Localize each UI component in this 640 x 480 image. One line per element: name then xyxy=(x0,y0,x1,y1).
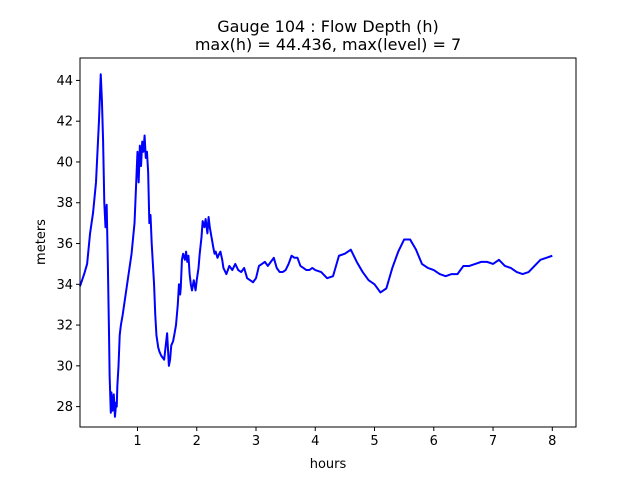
x-axis: 1 2 3 4 5 6 7 8 xyxy=(133,427,556,449)
plot-area xyxy=(79,57,577,428)
y-axis-label: meters xyxy=(34,219,49,265)
y-tick-label: 40 xyxy=(56,155,73,170)
y-tick-label: 34 xyxy=(56,278,73,293)
axes-frame xyxy=(79,57,577,428)
x-tick-label: 3 xyxy=(252,434,260,449)
x-tick-label: 2 xyxy=(193,434,201,449)
y-tick-label: 44 xyxy=(56,74,73,89)
y-tick-label: 42 xyxy=(56,115,73,130)
y-tick-label: 38 xyxy=(56,196,73,211)
y-tick-label: 28 xyxy=(56,400,73,415)
x-tick-label: 8 xyxy=(548,434,556,449)
series-line xyxy=(79,73,553,418)
chart-subtitle: max(h) = 44.436, max(level) = 7 xyxy=(195,35,461,54)
x-axis-label: hours xyxy=(310,457,347,472)
y-axis: 28 30 32 34 36 38 40 42 44 xyxy=(56,74,80,415)
x-tick-label: 6 xyxy=(430,434,438,449)
x-tick-label: 1 xyxy=(133,434,141,449)
x-tick-label: 4 xyxy=(311,434,319,449)
y-tick-label: 30 xyxy=(56,359,73,374)
x-tick-label: 7 xyxy=(489,434,497,449)
y-tick-label: 36 xyxy=(56,237,73,252)
chart-title: Gauge 104 : Flow Depth (h) xyxy=(217,17,439,36)
y-tick-label: 32 xyxy=(56,319,73,334)
x-tick-label: 5 xyxy=(370,434,378,449)
